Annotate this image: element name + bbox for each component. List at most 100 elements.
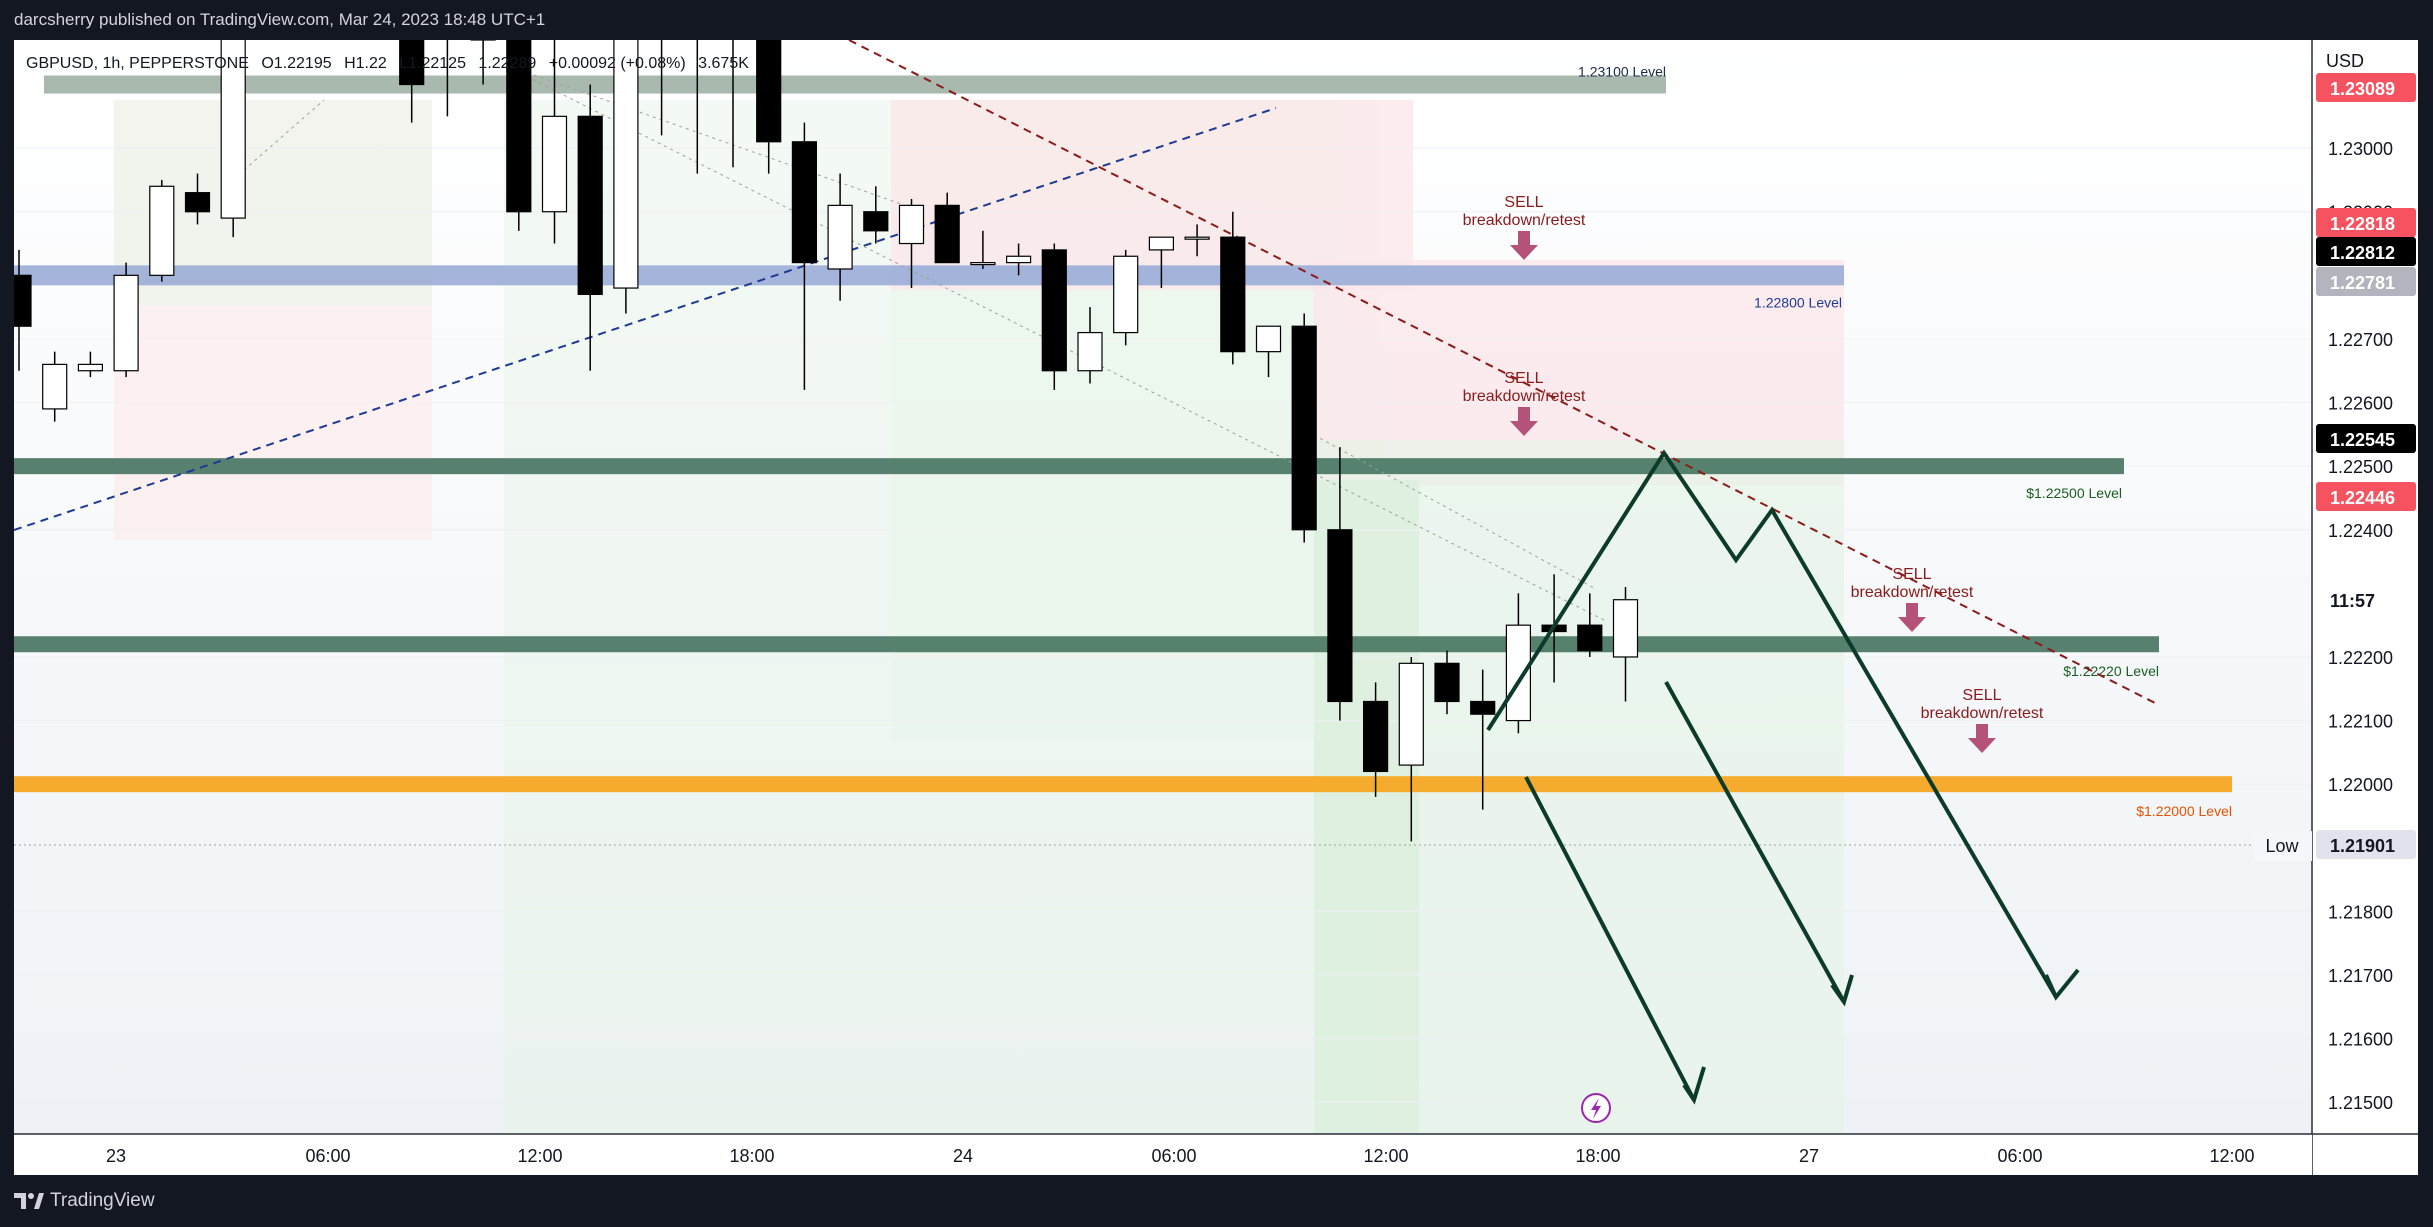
time-axis[interactable]: 23 06:00 12:00 18:00 24 06:00 12:00 18:00 27 06:0… xyxy=(14,1133,2418,1175)
candle-body xyxy=(1291,325,1317,531)
candle-body xyxy=(898,204,925,245)
time-tick-label: 12:00 xyxy=(2209,1146,2254,1166)
legend-close: 1.22289 xyxy=(478,55,536,72)
candle xyxy=(184,173,211,225)
candle-body xyxy=(827,204,853,270)
candle xyxy=(1220,211,1246,365)
candle xyxy=(1434,650,1460,715)
price-label-tag xyxy=(2316,73,2416,102)
chart-area[interactable]: 1.23100 Level 1.22800 Level $1.22500 Level… xyxy=(6,0,2418,1175)
price-tick-label: 1.22000 xyxy=(2328,775,2393,795)
candle xyxy=(577,84,603,371)
projection-layer xyxy=(1486,449,2080,1105)
candle xyxy=(934,192,960,264)
candle xyxy=(446,0,449,117)
candle xyxy=(1077,307,1103,384)
brand-name: TradingView xyxy=(50,1190,155,1211)
candle xyxy=(1005,243,1032,276)
trendlines-layer xyxy=(13,39,2312,846)
candle-body xyxy=(1255,325,1282,353)
price-label-tag xyxy=(2316,208,2416,237)
footer-bar: TradingView xyxy=(0,1175,2433,1227)
candle xyxy=(541,40,568,244)
publisher-line: darcsherry published on TradingView.com,… xyxy=(14,10,546,29)
candle-body xyxy=(77,363,104,372)
candle xyxy=(1612,587,1639,702)
price-axis[interactable]: USD 1.230001.229001.227001.226001.225001… xyxy=(2254,40,2418,1175)
candle-body xyxy=(577,115,603,296)
lightning-badge[interactable] xyxy=(1581,1093,1611,1123)
projected-path-arrowhead xyxy=(2044,968,2080,1001)
brand[interactable]: TradingView xyxy=(14,1190,155,1212)
candle-body xyxy=(541,115,568,213)
lightning-icon xyxy=(1591,1098,1601,1119)
guide-line xyxy=(533,74,905,206)
candle-body xyxy=(1041,249,1067,372)
price-label-tag xyxy=(2316,482,2416,511)
level-band xyxy=(44,75,1666,94)
price-label-text: 11:57 xyxy=(2330,591,2375,611)
candle xyxy=(1327,447,1353,721)
candle xyxy=(1041,243,1067,390)
down-arrow-icon xyxy=(1510,407,1538,436)
price-label-tag xyxy=(2316,585,2416,614)
candle-body xyxy=(613,1,639,289)
price-label-text: 1.21901 xyxy=(2330,836,2395,856)
legend-low: L1.22125 xyxy=(399,55,466,72)
price-label-text: 1.22818 xyxy=(2330,214,2395,234)
level-band xyxy=(14,776,2232,793)
level-band xyxy=(14,636,2159,653)
time-tick-label: 06:00 xyxy=(1997,1146,2042,1166)
sell-subtitle: breakdown/retest xyxy=(1921,705,2044,722)
candle-body xyxy=(1505,624,1532,722)
candle xyxy=(1255,325,1282,378)
time-tick-label: 18:00 xyxy=(1575,1146,1620,1166)
candle-body xyxy=(1220,236,1246,353)
price-tick-label: 1.21700 xyxy=(2328,966,2393,986)
candle xyxy=(77,351,104,378)
candle xyxy=(42,351,68,422)
price-tick-label: 1.22700 xyxy=(2328,330,2393,350)
sell-title: SELL xyxy=(1504,370,1543,387)
candle xyxy=(149,179,175,282)
candle-body xyxy=(149,185,175,276)
sell-annotation: SELL breakdown/retest xyxy=(1463,194,1586,260)
candle-body xyxy=(1077,331,1103,372)
rising-trendline xyxy=(13,107,1277,531)
candle xyxy=(1113,249,1139,346)
candle xyxy=(1362,682,1389,797)
level-label: 1.23100 Level xyxy=(1578,64,1666,80)
time-tick-label: 27 xyxy=(1799,1146,1819,1166)
candle-body xyxy=(184,192,211,213)
time-tick-label: 06:00 xyxy=(1151,1146,1196,1166)
level-label: $1.22500 Level xyxy=(2026,485,2122,501)
candle-body xyxy=(791,141,818,264)
price-label-text: 1.22545 xyxy=(2330,430,2395,450)
candle-body xyxy=(113,274,139,372)
candle xyxy=(827,173,853,301)
price-label-text: 1.22446 xyxy=(2330,488,2395,508)
level-label: 1.22800 Level xyxy=(1754,294,1842,310)
candle-body xyxy=(1577,624,1603,652)
candle xyxy=(506,20,532,231)
sell-subtitle: breakdown/retest xyxy=(1463,212,1586,229)
price-label-tag xyxy=(2316,237,2416,266)
down-arrow-icon xyxy=(1510,231,1538,260)
candle xyxy=(1291,313,1317,543)
tradingview-logo-icon xyxy=(14,1193,44,1209)
price-chart[interactable]: 1.23100 Level 1.22800 Level $1.22500 Level… xyxy=(6,0,2418,1175)
time-tick-label: 23 xyxy=(106,1146,126,1166)
sell-title: SELL xyxy=(1892,566,1931,583)
red-zone xyxy=(891,100,1413,290)
price-tick-label: 1.23000 xyxy=(2328,139,2393,159)
low-marker-background xyxy=(2254,831,2312,861)
sell-subtitle: breakdown/retest xyxy=(1463,388,1586,405)
candle-body xyxy=(1470,700,1496,715)
candle-body xyxy=(1434,662,1460,703)
price-tick-label: 1.21800 xyxy=(2328,902,2393,922)
candle xyxy=(863,186,889,244)
price-tick-label: 1.22100 xyxy=(2328,712,2393,732)
projected-path xyxy=(1486,449,2058,999)
candle xyxy=(613,0,639,314)
price-label-text: 1.22812 xyxy=(2330,243,2395,263)
